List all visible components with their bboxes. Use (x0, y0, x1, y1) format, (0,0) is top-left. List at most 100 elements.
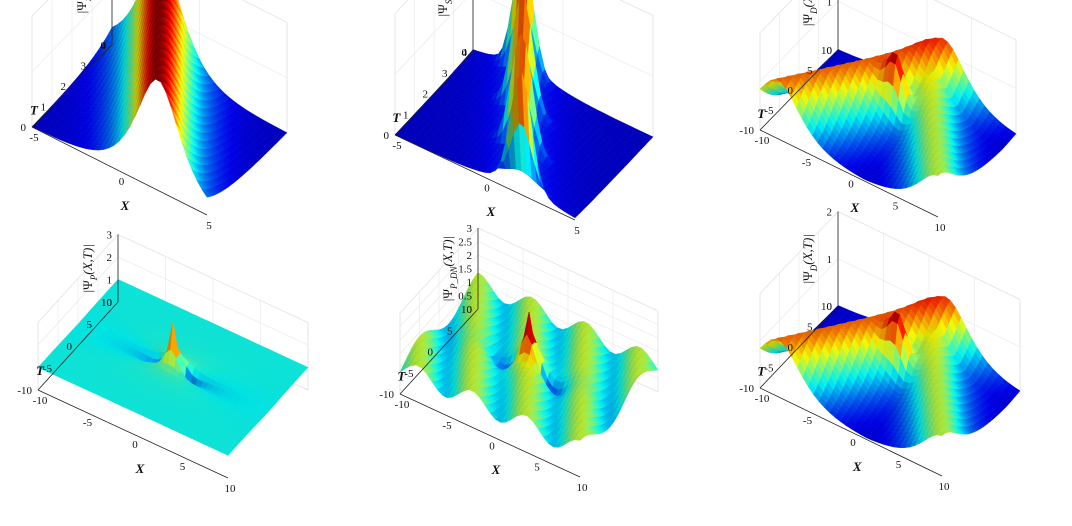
y-tick-label: 4 (462, 47, 468, 59)
x-tick-label: 10 (935, 222, 947, 234)
z-axis-label: |ΨP_DN(X,T)| (440, 236, 459, 301)
z-label-main: |Ψ (440, 289, 455, 302)
x-tick-label: 5 (534, 461, 540, 473)
x-tick-label: -10 (755, 135, 770, 147)
y-tick-label: -5 (764, 105, 774, 117)
surface-mesh (399, 272, 659, 448)
z-label-main: |Ψ (74, 1, 89, 14)
y-tick-label: 10 (461, 304, 473, 316)
y-tick-label: 5 (807, 65, 813, 77)
x-tick-label: -5 (802, 157, 812, 169)
y-axis-label: T (392, 110, 401, 125)
y-tick-label: 0 (67, 341, 73, 353)
z-axis-label: |ΨD(X,T)| (800, 0, 819, 26)
z-tick-label: 1 (827, 0, 833, 8)
surface-mesh (37, 279, 309, 456)
z-tick-label: 0 (101, 40, 107, 52)
y-tick-label: 0 (21, 122, 27, 134)
y-tick-label: 5 (87, 319, 93, 331)
z-label-subscript: D (809, 264, 819, 272)
y-axis-label: T (36, 363, 45, 378)
z-label-tail: (X,T)| (800, 234, 815, 265)
y-tick-label: -5 (43, 363, 53, 375)
z-label-subscript: D (809, 7, 819, 15)
x-tick-label: 5 (893, 200, 899, 212)
y-tick-label: 1 (403, 109, 409, 121)
y-tick-label: -10 (17, 385, 32, 397)
x-tick-label: 0 (848, 179, 854, 191)
x-axis-label: X (852, 459, 862, 474)
x-axis-label: X (135, 461, 145, 476)
z-tick-label: 1 (467, 277, 473, 289)
y-axis-label: T (757, 106, 766, 121)
y-tick-label: 0 (788, 85, 794, 97)
surface-mesh (394, 0, 654, 219)
x-tick-label: -5 (392, 140, 402, 152)
y-tick-label: 10 (821, 301, 833, 313)
surface-mesh (31, 0, 288, 198)
x-tick-label: -10 (395, 399, 410, 411)
y-tick-label: 3 (442, 68, 448, 80)
z-label-subscript: P_DN (449, 265, 459, 289)
y-tick-label: 0 (428, 347, 434, 359)
z-label-subscript: S (83, 0, 93, 1)
z-label-tail: (X,T)| (800, 0, 815, 7)
x-axis-label: X (491, 462, 501, 477)
y-tick-label: 4 (101, 40, 107, 52)
x-tick-label: 10 (577, 482, 589, 494)
z-tick-label: 2 (467, 250, 473, 262)
y-tick-label: 2 (423, 89, 429, 101)
y-tick-label: 10 (101, 297, 113, 309)
y-tick-label: 0 (788, 342, 794, 354)
y-tick-label: 2 (61, 81, 67, 93)
x-axis-label: X (120, 198, 130, 213)
x-tick-label: -10 (33, 395, 48, 407)
x-tick-label: 0 (489, 441, 495, 453)
y-tick-label: 5 (807, 322, 813, 334)
x-tick-label: 5 (896, 459, 902, 471)
z-label-subscript: S₂ (444, 0, 454, 4)
y-tick-label: -5 (764, 363, 774, 375)
z-label-tail: (X,T)| (440, 236, 455, 267)
x-tick-label: 5 (180, 461, 186, 473)
x-tick-label: 5 (574, 225, 580, 237)
z-label-tail: (X,T)| (80, 244, 95, 275)
panel-2: -50501234024XT|ΨS₂(X,T)| (384, 0, 654, 237)
z-tick-label: 0.5 (458, 291, 472, 303)
y-tick-label: -5 (404, 368, 414, 380)
z-tick-label: 0 (462, 47, 468, 59)
z-label-main: |Ψ (435, 4, 450, 17)
z-axis-label: |ΨS(X,T)| (74, 0, 93, 13)
x-axis-label: X (486, 204, 496, 219)
z-tick-label: 3 (467, 223, 473, 235)
y-tick-label: 3 (81, 61, 87, 73)
x-tick-label: 10 (939, 481, 951, 493)
x-tick-label: 0 (132, 439, 138, 451)
y-tick-label: 5 (447, 325, 453, 337)
z-tick-label: 1.5 (458, 264, 472, 276)
z-axis-label: |ΨD(X,T)| (800, 234, 819, 283)
z-label-main: |Ψ (800, 271, 815, 284)
y-axis-label: T (397, 368, 406, 383)
x-axis-label: X (849, 200, 859, 215)
x-tick-label: -5 (442, 420, 452, 432)
z-tick-label: 1 (107, 275, 113, 287)
surface-mesh (759, 37, 1017, 189)
x-tick-label: 0 (484, 183, 490, 195)
x-tick-label: 0 (119, 176, 125, 188)
x-tick-label: -5 (29, 132, 39, 144)
x-tick-label: -5 (83, 417, 93, 429)
z-label-main: |Ψ (80, 280, 95, 293)
panel-1: -5050123400.51XT|ΨS(X,T)| (21, 0, 288, 232)
z-tick-label: 3 (107, 230, 113, 242)
z-tick-label: 0 (107, 297, 113, 309)
z-tick-label: 0 (827, 45, 833, 57)
y-tick-label: 10 (821, 45, 833, 57)
z-tick-label: 2.5 (458, 237, 472, 249)
x-tick-label: 5 (206, 220, 212, 232)
z-axis-label: |ΨS₂(X,T)| (435, 0, 454, 17)
